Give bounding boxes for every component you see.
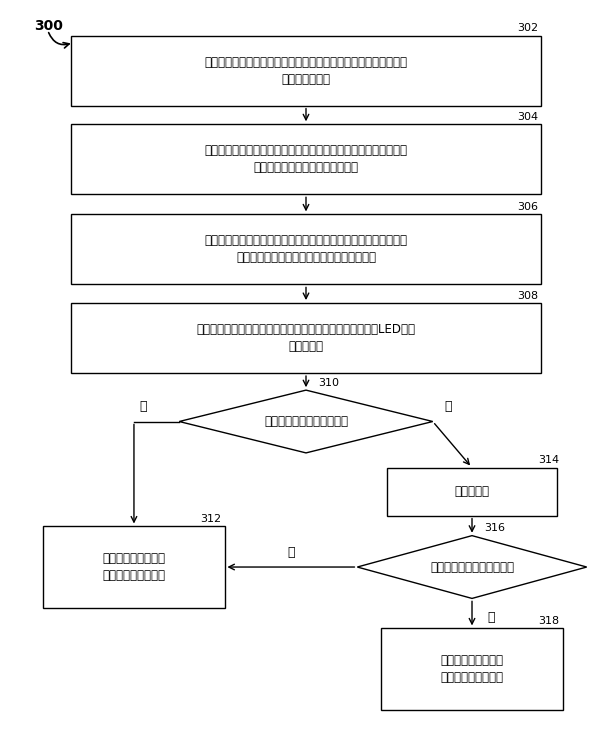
Text: 启动计时器: 启动计时器 [455, 486, 490, 498]
FancyBboxPatch shape [70, 124, 542, 194]
Text: 310: 310 [318, 378, 339, 388]
FancyBboxPatch shape [387, 468, 556, 515]
Text: 306: 306 [517, 202, 539, 212]
Text: 308: 308 [517, 291, 539, 300]
Text: 302: 302 [517, 23, 539, 33]
FancyBboxPatch shape [70, 303, 542, 374]
Text: 有车辆进入所述指定区域？: 有车辆进入所述指定区域？ [430, 560, 514, 574]
Text: 检测车库中指定区域内的红外辐射，并产生表示所述红外辐射强度
的红外检测信号: 检测车库中指定区域内的红外辐射，并产生表示所述红外辐射强度 的红外检测信号 [204, 55, 408, 86]
Text: 318: 318 [539, 616, 559, 626]
FancyBboxPatch shape [381, 628, 562, 710]
Text: 否: 否 [487, 612, 494, 624]
Text: 314: 314 [539, 455, 559, 465]
Text: 是: 是 [287, 546, 294, 559]
Text: 根据所述识别信号产生控制信号，以控制所述发光二极管（LED）车
库灯的亮度: 根据所述识别信号产生控制信号，以控制所述发光二极管（LED）车 库灯的亮度 [196, 323, 416, 353]
Text: 304: 304 [517, 112, 539, 122]
Text: 300: 300 [34, 19, 63, 34]
Polygon shape [179, 390, 433, 453]
Text: 测定所述车库的环境温度，根据所述环境温度补偿所述红外检测信
号，并产生补偿后的红外检测信号: 测定所述车库的环境温度，根据所述环境温度补偿所述红外检测信 号，并产生补偿后的红… [204, 144, 408, 174]
Text: 将所述发光二极管车
库灯调节至第二亮度: 将所述发光二极管车 库灯调节至第二亮度 [441, 654, 504, 684]
Text: 否: 否 [444, 400, 452, 413]
Text: 是: 是 [140, 400, 147, 413]
Text: 316: 316 [484, 523, 505, 533]
FancyBboxPatch shape [70, 214, 542, 285]
FancyBboxPatch shape [70, 36, 542, 106]
Text: 将所述发光二极管车
库灯调节至第一亮度: 将所述发光二极管车 库灯调节至第一亮度 [102, 552, 165, 582]
Text: 比较所述补偿后的红外检测信号和预设阈值的大小，并据此产生表
示是否有车辆位于所述指定区域内的识别信号: 比较所述补偿后的红外检测信号和预设阈值的大小，并据此产生表 示是否有车辆位于所述… [204, 235, 408, 264]
Text: 有车辆进入所述指定区域？: 有车辆进入所述指定区域？ [264, 415, 348, 428]
Text: 312: 312 [200, 514, 222, 524]
Polygon shape [357, 536, 587, 598]
FancyBboxPatch shape [43, 527, 225, 607]
